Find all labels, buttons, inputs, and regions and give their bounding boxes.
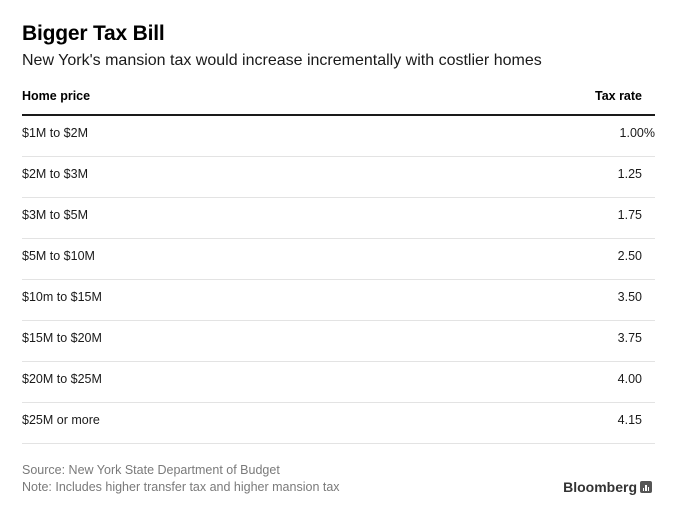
tax-rate-cell: 1.00%	[619, 126, 655, 140]
tax-rate-cell: 3.50	[617, 290, 642, 304]
table-row: $1M to $2M 1.00%	[22, 116, 655, 157]
home-price-cell: $1M to $2M	[22, 126, 89, 140]
tax-rate-cell: 4.15	[617, 413, 642, 427]
home-price-cell: $5M to $10M	[22, 249, 95, 263]
home-price-cell: $25M or more	[22, 413, 100, 427]
column-header-home-price: Home price	[22, 89, 91, 103]
tax-rate-cell: 3.75	[617, 331, 642, 345]
table-row: $25M or more 4.15	[22, 403, 655, 444]
home-price-cell: $10m to $15M	[22, 290, 102, 304]
home-price-cell: $20M to $25M	[22, 372, 102, 386]
table-header: Home price Tax rate	[22, 88, 655, 116]
tax-rate-cell: 4.00	[617, 372, 642, 386]
source-note: Source: New York State Department of Bud…	[22, 463, 280, 477]
home-price-cell: $2M to $3M	[22, 167, 89, 181]
brand-logo: Bloomberg	[563, 479, 652, 495]
brand-name: Bloomberg	[563, 479, 637, 495]
column-header-tax-rate: Tax rate	[594, 89, 642, 103]
tax-rate-cell: 2.50	[617, 249, 642, 263]
bar-chart-icon	[640, 481, 652, 493]
table-row: $15M to $20M 3.75	[22, 321, 655, 362]
tax-rate-cell: 1.25	[617, 167, 642, 181]
home-price-cell: $15M to $20M	[22, 331, 102, 345]
chart-title: Bigger Tax Bill	[22, 22, 165, 45]
footnote: Note: Includes higher transfer tax and h…	[22, 480, 340, 494]
table-row: $3M to $5M 1.75	[22, 198, 655, 239]
rate-table: Home price Tax rate $1M to $2M 1.00% $2M t…	[22, 88, 655, 444]
chart-subtitle: New York's mansion tax would increase in…	[22, 52, 542, 69]
chart-footer: Source: New York State Department of Bud…	[22, 462, 340, 496]
table-row: $2M to $3M 1.25	[22, 157, 655, 198]
table-row: $20M to $25M 4.00	[22, 362, 655, 403]
table-row: $10m to $15M 3.50	[22, 280, 655, 321]
table-row: $5M to $10M 2.50	[22, 239, 655, 280]
home-price-cell: $3M to $5M	[22, 208, 89, 222]
table-body: $1M to $2M 1.00% $2M to $3M 1.25 $3M to $5M 1…	[22, 116, 655, 444]
tax-rate-cell: 1.75	[617, 208, 642, 222]
